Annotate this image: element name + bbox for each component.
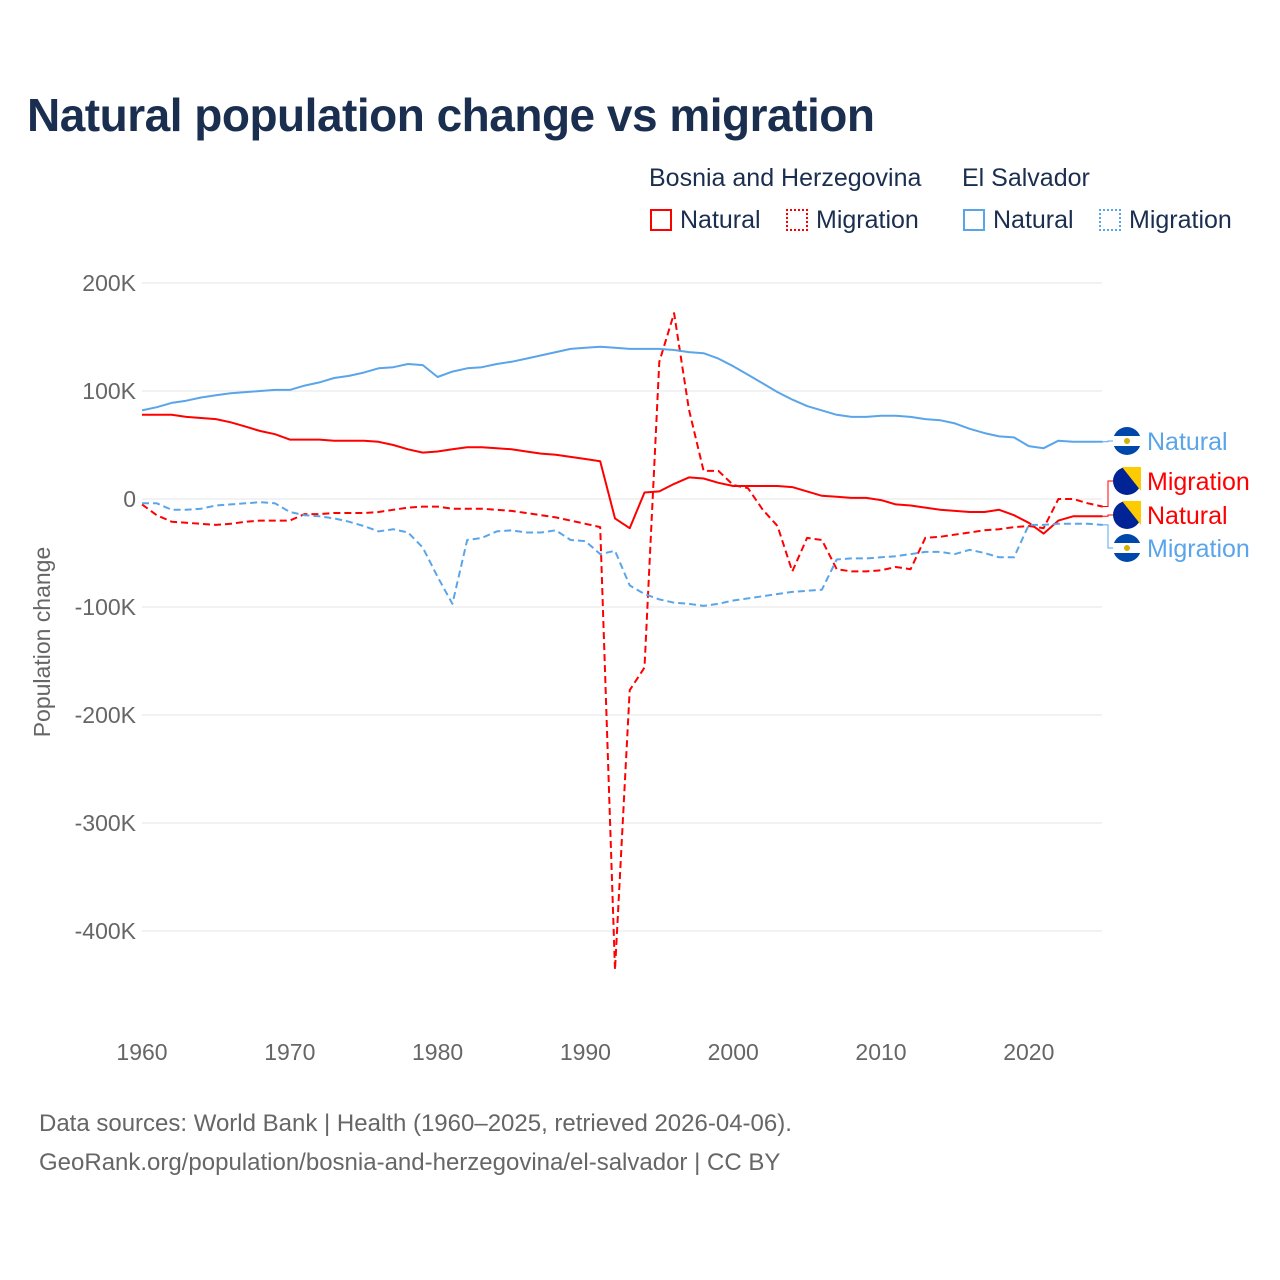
footer-link[interactable]: GeoRank.org/population/bosnia-and-herzeg…	[39, 1149, 781, 1176]
legend-swatch-sv-migration[interactable]	[1099, 209, 1121, 231]
label-connector	[1102, 514, 1114, 517]
x-tick-label: 1960	[116, 1039, 167, 1065]
x-tick-label: 1970	[264, 1039, 315, 1065]
legend-swatch-bih-natural[interactable]	[650, 209, 672, 231]
series-line	[141, 345, 1103, 450]
series-end-label: Migration	[1147, 468, 1250, 496]
x-tick-label: 2020	[1003, 1039, 1054, 1065]
flag-emblem	[1124, 545, 1130, 551]
series-line	[142, 501, 1103, 607]
legend-label-bih-natural[interactable]: Natural	[680, 206, 761, 234]
x-tick-label: 2000	[708, 1039, 759, 1065]
x-tick-label: 1990	[560, 1039, 611, 1065]
legend-label-sv-migration[interactable]: Migration	[1129, 206, 1232, 234]
legend-swatch-bih-migration[interactable]	[786, 209, 808, 231]
flag-triangle	[1122, 501, 1141, 525]
series-line	[142, 413, 1103, 535]
series-end-label: Migration	[1147, 535, 1250, 563]
x-tick-label: 1980	[412, 1039, 463, 1065]
label-connector	[1102, 480, 1114, 508]
label-connector	[1102, 440, 1114, 443]
flag-triangle	[1122, 467, 1141, 491]
label-connector	[1102, 524, 1114, 549]
legend-label-sv-natural[interactable]: Natural	[993, 206, 1074, 234]
y-tick-label: -300K	[75, 810, 137, 836]
series-end-label: Natural	[1147, 428, 1228, 456]
legend-group-sv: El Salvador	[962, 164, 1090, 192]
x-tick-label: 2010	[855, 1039, 906, 1065]
series-line	[141, 312, 1103, 971]
legend-label-bih-migration[interactable]: Migration	[816, 206, 919, 234]
series-end-label: Natural	[1147, 502, 1228, 530]
legend-group-bih: Bosnia and Herzegovina	[649, 164, 922, 192]
legend-swatch-sv-natural[interactable]	[963, 209, 985, 231]
flag-emblem	[1124, 438, 1130, 444]
y-tick-label: 100K	[82, 378, 136, 404]
y-tick-label: -100K	[75, 594, 137, 620]
footer-sources: Data sources: World Bank | Health (1960–…	[39, 1110, 792, 1137]
y-tick-label: -200K	[75, 702, 137, 728]
chart-title: Natural population change vs migration	[27, 89, 875, 141]
y-tick-label: -400K	[75, 918, 137, 944]
y-axis-label: Population change	[29, 547, 55, 738]
y-tick-label: 0	[123, 486, 136, 512]
y-tick-label: 200K	[82, 270, 136, 296]
